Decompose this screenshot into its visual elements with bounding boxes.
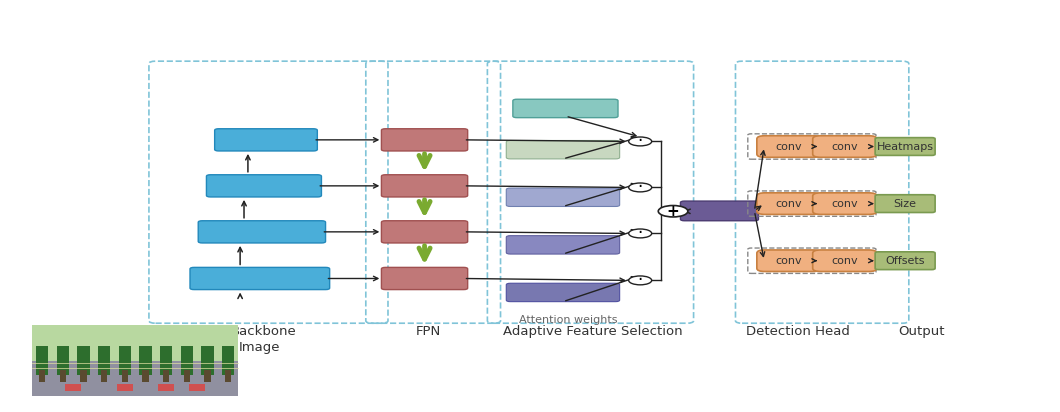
Text: Offsets: Offsets xyxy=(885,256,925,266)
Bar xyxy=(101,370,107,382)
Bar xyxy=(81,370,87,382)
Bar xyxy=(65,384,82,391)
FancyBboxPatch shape xyxy=(507,283,620,302)
FancyBboxPatch shape xyxy=(757,193,820,214)
Bar xyxy=(56,346,69,375)
FancyBboxPatch shape xyxy=(507,188,620,206)
Circle shape xyxy=(629,229,652,238)
Text: Adaptive Feature Selection: Adaptive Feature Selection xyxy=(502,325,683,338)
FancyBboxPatch shape xyxy=(813,136,877,157)
Circle shape xyxy=(629,183,652,192)
Bar xyxy=(201,346,214,375)
FancyBboxPatch shape xyxy=(813,250,877,272)
Text: ·: · xyxy=(637,178,642,197)
Text: ·: · xyxy=(637,272,642,289)
Bar xyxy=(77,346,90,375)
FancyBboxPatch shape xyxy=(382,221,467,243)
FancyBboxPatch shape xyxy=(507,236,620,254)
FancyBboxPatch shape xyxy=(681,201,759,221)
Bar xyxy=(142,370,148,382)
Text: Image: Image xyxy=(240,341,281,354)
Bar xyxy=(139,346,152,375)
Text: conv: conv xyxy=(831,141,858,152)
FancyBboxPatch shape xyxy=(757,136,820,157)
Text: conv: conv xyxy=(776,199,802,208)
Text: Detection Head: Detection Head xyxy=(746,325,850,338)
Bar xyxy=(32,360,238,396)
Text: conv: conv xyxy=(776,256,802,266)
FancyBboxPatch shape xyxy=(382,129,467,151)
FancyBboxPatch shape xyxy=(382,267,467,290)
Bar xyxy=(158,384,175,391)
FancyBboxPatch shape xyxy=(813,193,877,214)
Bar xyxy=(180,346,193,375)
FancyBboxPatch shape xyxy=(214,129,317,151)
Text: FPN: FPN xyxy=(416,325,441,338)
FancyBboxPatch shape xyxy=(876,138,935,155)
Bar xyxy=(225,370,231,382)
FancyBboxPatch shape xyxy=(382,175,467,197)
FancyBboxPatch shape xyxy=(876,252,935,269)
Circle shape xyxy=(629,276,652,285)
Bar xyxy=(189,384,206,391)
Bar xyxy=(39,370,46,382)
Text: Size: Size xyxy=(894,199,917,208)
FancyBboxPatch shape xyxy=(757,250,820,272)
Bar xyxy=(160,346,173,375)
Text: ·: · xyxy=(637,132,642,150)
Text: Output: Output xyxy=(898,325,944,338)
Text: Heatmaps: Heatmaps xyxy=(877,141,934,152)
Bar xyxy=(32,325,238,360)
Bar xyxy=(117,384,134,391)
Text: Backbone: Backbone xyxy=(231,325,297,338)
FancyBboxPatch shape xyxy=(876,195,935,213)
Text: conv: conv xyxy=(776,141,802,152)
Bar xyxy=(222,346,234,375)
Text: +: + xyxy=(667,204,679,219)
Bar xyxy=(119,346,131,375)
FancyBboxPatch shape xyxy=(207,175,321,197)
Circle shape xyxy=(629,137,652,146)
Text: ·: · xyxy=(637,225,642,242)
Bar xyxy=(122,370,128,382)
Bar xyxy=(59,370,66,382)
FancyBboxPatch shape xyxy=(513,99,618,118)
Text: conv: conv xyxy=(831,256,858,266)
Text: conv: conv xyxy=(831,199,858,208)
FancyBboxPatch shape xyxy=(507,140,620,159)
Bar xyxy=(163,370,170,382)
Bar xyxy=(205,370,211,382)
Text: Attention weights: Attention weights xyxy=(518,316,617,325)
Bar xyxy=(36,346,49,375)
FancyBboxPatch shape xyxy=(198,221,325,243)
Circle shape xyxy=(658,206,688,217)
FancyBboxPatch shape xyxy=(190,267,330,290)
Bar xyxy=(98,346,110,375)
Bar xyxy=(183,370,190,382)
